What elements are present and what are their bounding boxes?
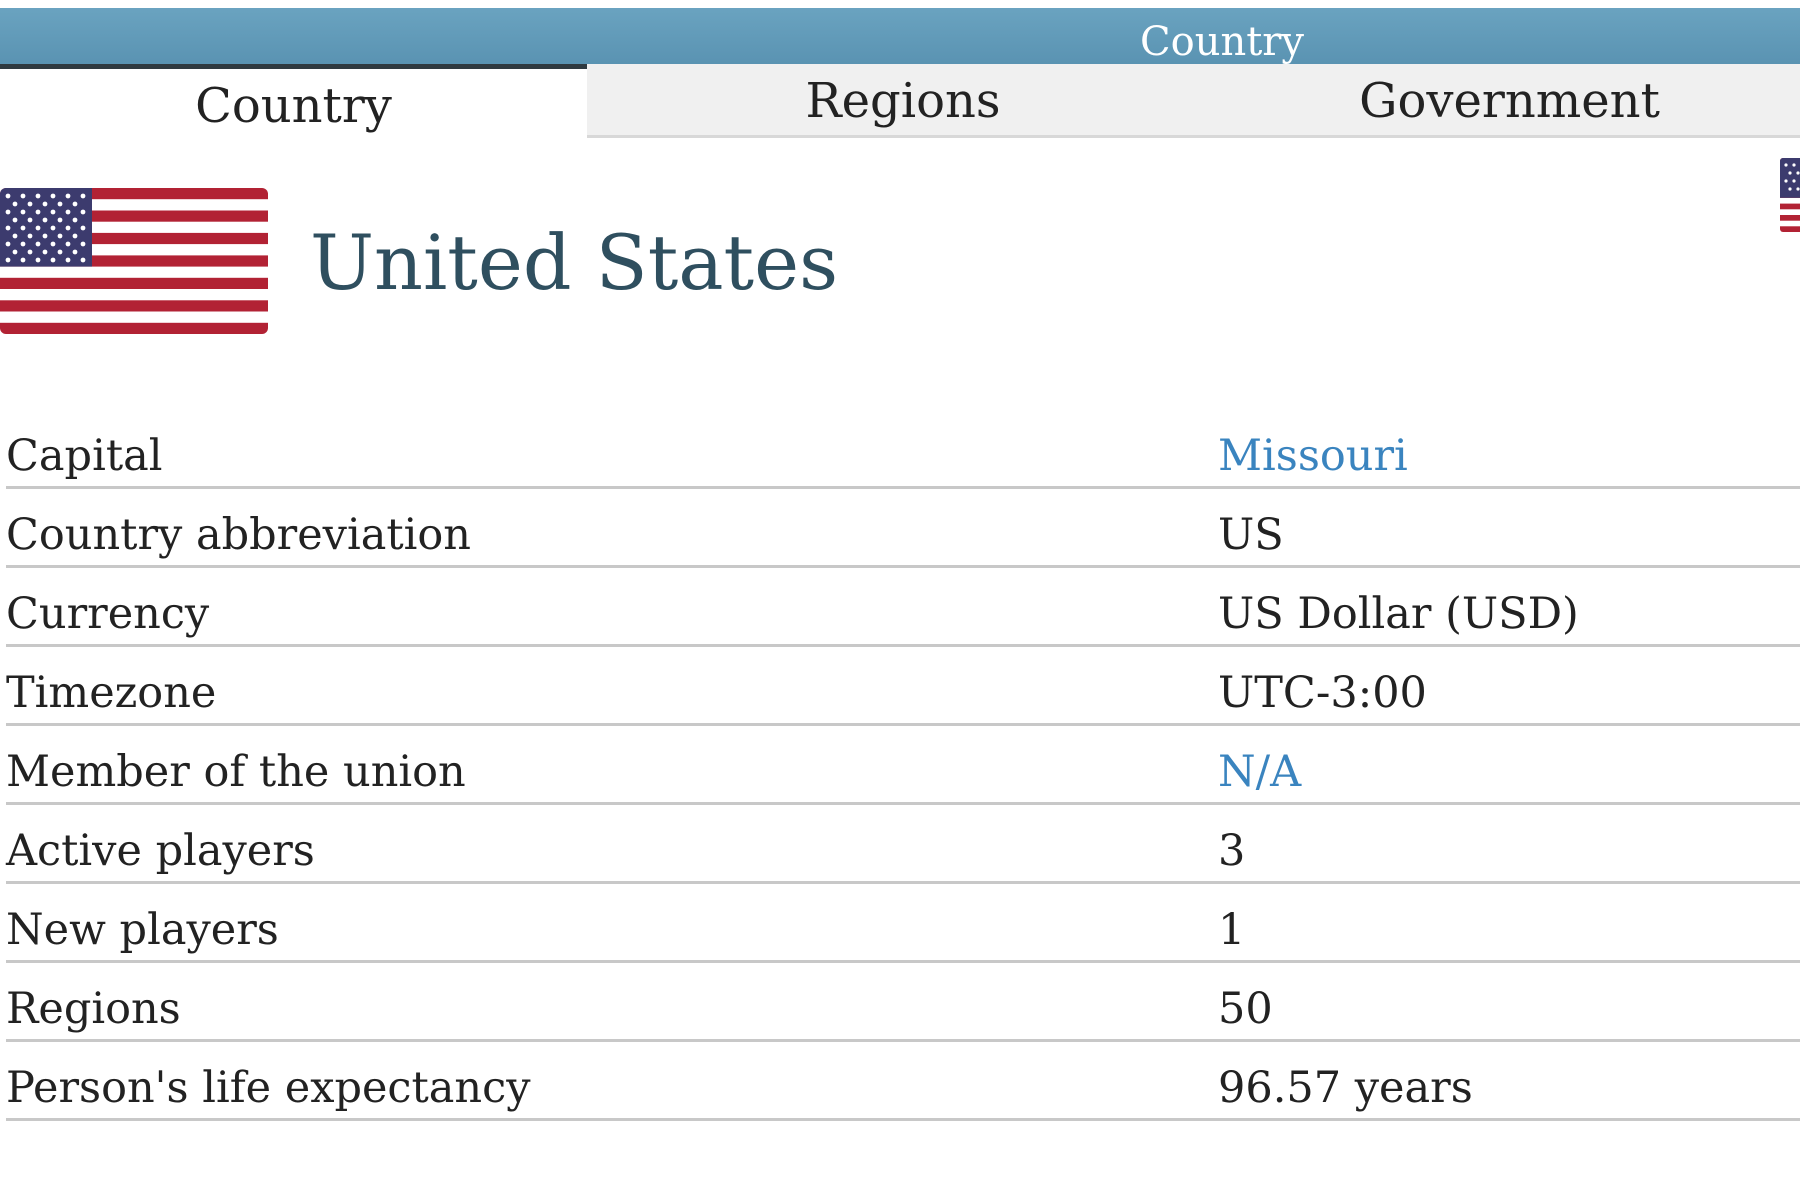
table-row: Active players 3	[6, 805, 1800, 884]
table-row: Capital Missouri	[6, 410, 1800, 489]
us-flag-icon	[0, 188, 268, 334]
info-value-regions: 50	[1218, 984, 1273, 1034]
table-row: Country abbreviation US	[6, 489, 1800, 568]
table-row: Timezone UTC-3:00	[6, 647, 1800, 726]
tab-government[interactable]: Government	[1219, 64, 1800, 138]
table-row: Person's life expectancy 96.57 years	[6, 1042, 1800, 1121]
info-label-regions: Regions	[6, 984, 181, 1034]
info-label-timezone: Timezone	[6, 668, 217, 718]
info-value-active-players: 3	[1218, 826, 1246, 876]
info-label-currency: Currency	[6, 589, 210, 639]
capital-link[interactable]: Missouri	[1218, 431, 1408, 481]
info-label-life-expectancy: Person's life expectancy	[6, 1063, 531, 1113]
union-link[interactable]: N/A	[1218, 747, 1302, 797]
us-flag-small-icon	[1780, 158, 1800, 232]
table-row: Member of the union N/A	[6, 726, 1800, 805]
header-title: Country	[1140, 19, 1305, 65]
country-name: United States	[310, 218, 839, 307]
info-value-currency: US Dollar (USD)	[1218, 589, 1579, 639]
info-value-life-expectancy: 96.57 years	[1218, 1063, 1473, 1113]
table-row: Regions 50	[6, 963, 1800, 1042]
tab-country[interactable]: Country	[0, 64, 587, 144]
header-bar: Country	[0, 8, 1800, 66]
info-label-new-players: New players	[6, 905, 279, 955]
tab-bar: Country Regions Government	[0, 64, 1800, 144]
table-row: Currency US Dollar (USD)	[6, 568, 1800, 647]
tab-regions[interactable]: Regions	[587, 64, 1219, 138]
country-info-table: Capital Missouri Country abbreviation US…	[6, 410, 1800, 1121]
table-row: New players 1	[6, 884, 1800, 963]
info-value-abbreviation: US	[1218, 510, 1284, 560]
info-label-capital: Capital	[6, 431, 163, 481]
info-value-timezone: UTC-3:00	[1218, 668, 1427, 718]
info-value-new-players: 1	[1218, 905, 1246, 955]
info-label-union: Member of the union	[6, 747, 466, 797]
info-label-active-players: Active players	[6, 826, 315, 876]
info-label-abbreviation: Country abbreviation	[6, 510, 471, 560]
